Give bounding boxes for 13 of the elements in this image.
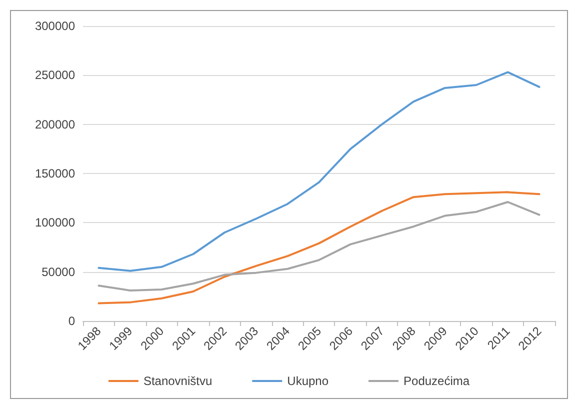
y-tick-label: 300000: [34, 19, 76, 33]
line-series: [98, 191, 540, 304]
y-tick-label: 50000: [42, 264, 76, 279]
legend-label: Stanovništvu: [143, 374, 212, 388]
y-tick-label: 250000: [34, 68, 76, 82]
y-tick-label: 200000: [34, 117, 76, 132]
y-tick-label: 150000: [34, 166, 76, 180]
line-series: [98, 71, 540, 272]
line-series: [98, 201, 540, 292]
y-tick-label: 0: [68, 314, 76, 328]
y-tick-label: 100000: [34, 216, 76, 230]
legend-label: Ukupno: [287, 374, 329, 388]
legend-label: Poduzećima: [404, 374, 470, 388]
